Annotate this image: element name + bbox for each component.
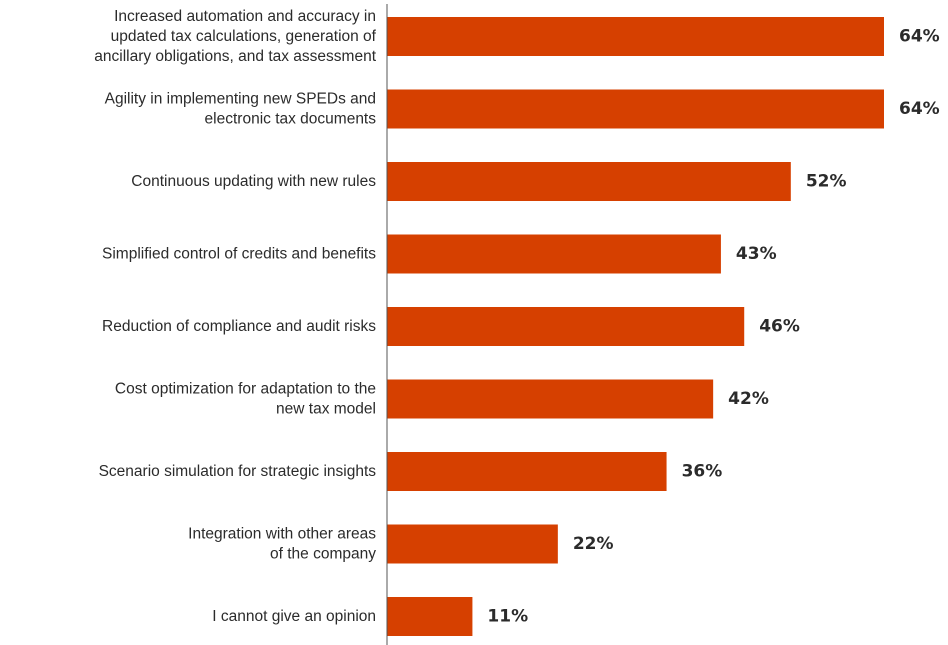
value-label-3: 43% [736, 244, 777, 264]
category-label-4: Reduction of compliance and audit risks [102, 318, 376, 335]
bar-2 [387, 162, 791, 201]
category-label-line: Agility in implementing new SPEDs and [105, 91, 376, 108]
value-labels-group: 64% 64% 52% 43% 46% 42% 36% 22% 11% [487, 27, 939, 627]
category-label-7: Integration with other areas of the compa… [188, 526, 376, 563]
category-label-line: Scenario simulation for strategic insigh… [99, 463, 377, 480]
bars-group [387, 17, 884, 636]
category-label-line: Reduction of compliance and audit risks [102, 318, 376, 335]
bar-5 [387, 379, 714, 419]
category-label-line: Simplified control of credits and benefi… [102, 246, 376, 263]
category-label-3: Simplified control of credits and benefi… [102, 246, 376, 263]
bar-6 [387, 452, 667, 491]
category-label-line: of the company [270, 546, 376, 563]
value-label-4: 46% [759, 317, 800, 337]
category-label-line: new tax model [276, 401, 376, 418]
category-label-line: Increased automation and accuracy in [114, 8, 376, 25]
category-label-1: Agility in implementing new SPEDs and ele… [105, 91, 377, 128]
value-label-2: 52% [806, 172, 847, 192]
category-label-6: Scenario simulation for strategic insigh… [99, 463, 377, 480]
value-label-6: 36% [682, 462, 723, 482]
bar-3 [387, 234, 721, 274]
category-label-line: updated tax calculations, generation of [111, 28, 377, 45]
value-label-8: 11% [487, 607, 528, 627]
category-label-line: I cannot give an opinion [212, 608, 376, 625]
bar-8 [387, 597, 473, 636]
category-label-2: Continuous updating with new rules [131, 173, 376, 190]
value-label-0: 64% [899, 27, 940, 47]
category-label-line: Integration with other areas [188, 526, 376, 543]
category-label-line: Cost optimization for adaptation to the [115, 381, 376, 398]
category-labels-group: Increased automation and accuracy in upda… [94, 8, 376, 625]
category-label-line: ancillary obligations, and tax assessmen… [94, 48, 376, 65]
value-label-7: 22% [573, 534, 614, 554]
bar-0 [387, 17, 884, 56]
bar-7 [387, 524, 558, 564]
bar-4 [387, 307, 745, 346]
category-label-line: Continuous updating with new rules [131, 173, 376, 190]
value-label-5: 42% [728, 389, 769, 409]
category-label-5: Cost optimization for adaptation to the n… [115, 381, 376, 418]
category-label-line: electronic tax documents [205, 111, 377, 128]
bar-1 [387, 89, 884, 129]
category-label-8: I cannot give an opinion [212, 608, 376, 625]
category-label-0: Increased automation and accuracy in upda… [94, 8, 376, 65]
value-label-1: 64% [899, 99, 940, 119]
